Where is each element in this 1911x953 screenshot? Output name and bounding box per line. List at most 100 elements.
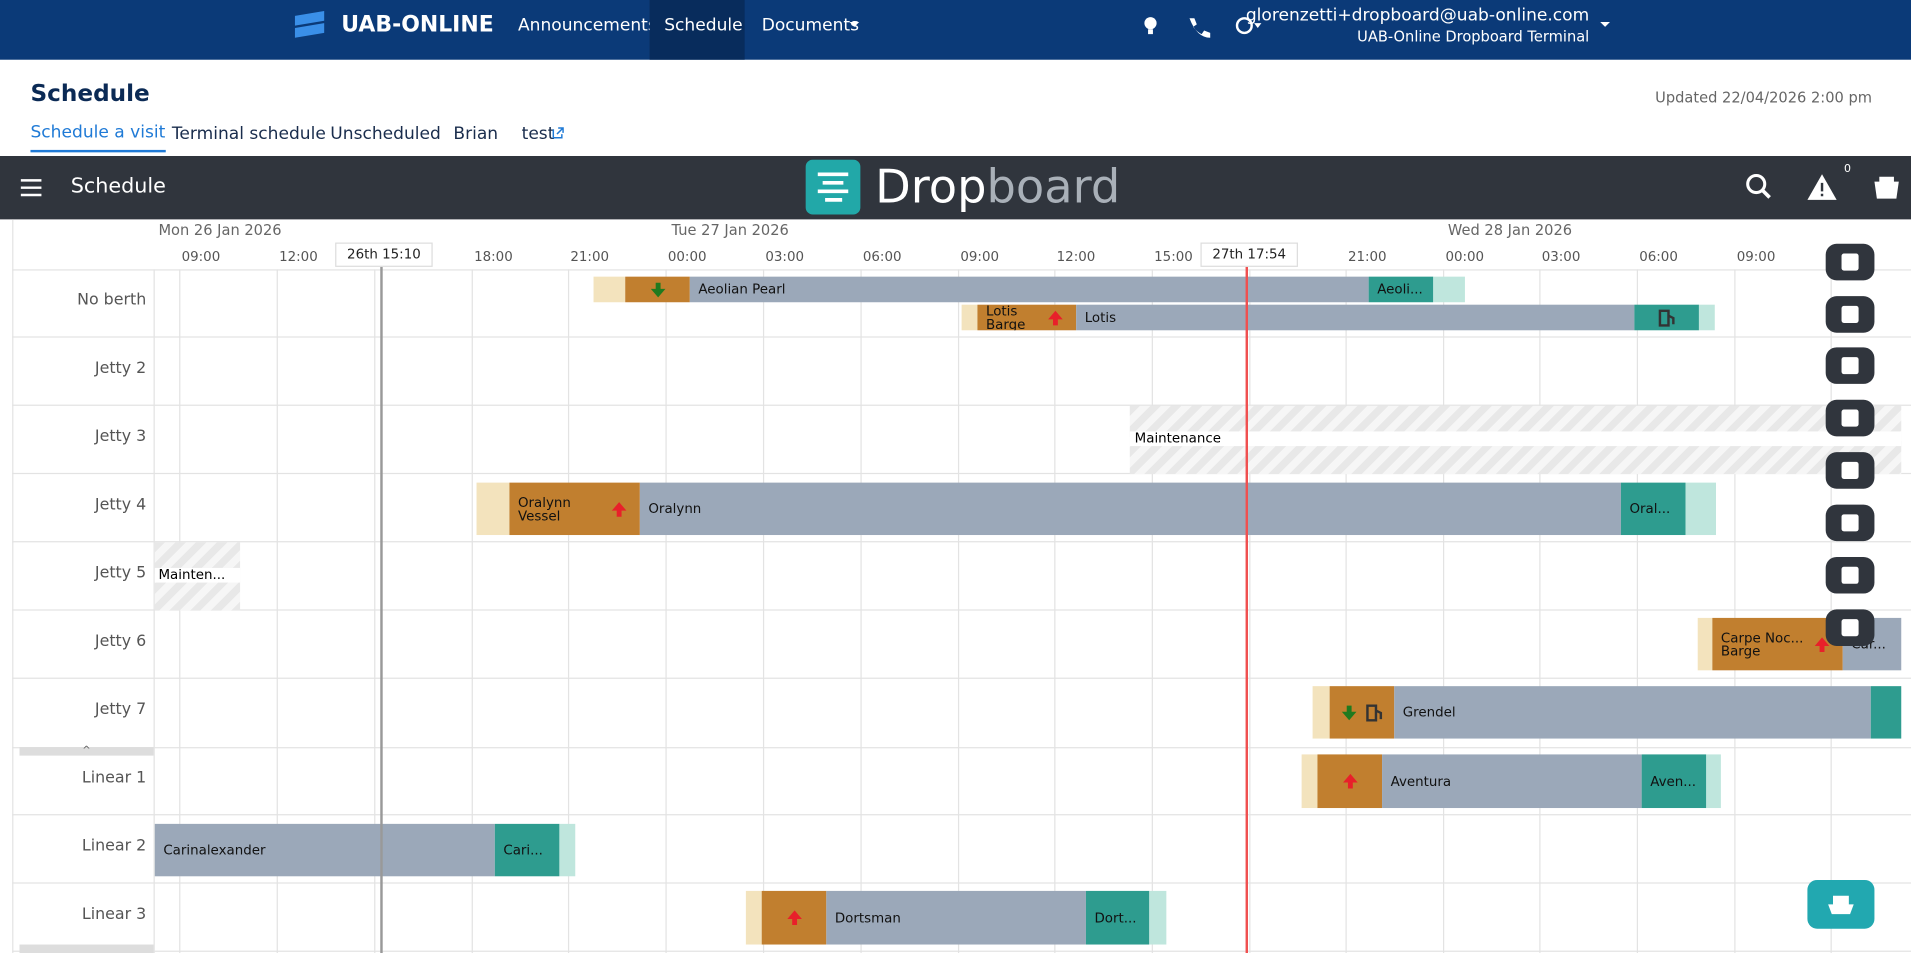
- tool-button[interactable]: [1825, 296, 1875, 333]
- bar-segment[interactable]: [1706, 754, 1721, 809]
- bar-icon: [1317, 754, 1382, 808]
- bar-segment[interactable]: Aven...: [1641, 754, 1707, 809]
- nav-link[interactable]: Documents: [761, 15, 860, 36]
- bar-segment[interactable]: [625, 276, 690, 303]
- bar-icon: [1330, 686, 1395, 738]
- bar-segment[interactable]: Lotis: [1076, 304, 1635, 331]
- bar-segment[interactable]: Aventura: [1382, 754, 1642, 809]
- grid-line: [1249, 269, 1251, 953]
- date-label: Tue 27 Jan 2026: [671, 221, 789, 239]
- bar-segment[interactable]: [1870, 686, 1902, 739]
- bar-segment[interactable]: Carinalexander: [154, 823, 495, 877]
- bar-segment[interactable]: [1301, 754, 1318, 809]
- bar-segment[interactable]: [745, 890, 762, 945]
- tab[interactable]: Terminal schedule: [171, 124, 326, 144]
- user-email[interactable]: glorenzetti+dropboard@uab-online.com: [1245, 6, 1590, 26]
- grid-line: [12, 747, 1911, 749]
- grid-line: [12, 609, 1911, 611]
- bar-segment[interactable]: [593, 276, 626, 303]
- vessel-button[interactable]: [1807, 879, 1875, 929]
- row-label: Jetty 5: [94, 564, 147, 583]
- tool-button[interactable]: [1825, 609, 1875, 646]
- bar-segment[interactable]: Aeoli...: [1368, 276, 1434, 303]
- bar-segment[interactable]: [1433, 276, 1465, 303]
- bar-segment[interactable]: [1317, 754, 1383, 809]
- row-label: Linear 1: [81, 769, 147, 788]
- nav-link[interactable]: Schedule: [664, 15, 743, 36]
- row-label: No berth: [77, 291, 147, 310]
- bar-segment[interactable]: Oral...: [1620, 482, 1686, 536]
- tool-button[interactable]: [1825, 347, 1875, 384]
- app-icons[interactable]: [1743, 172, 1901, 209]
- bar-segment[interactable]: [761, 890, 827, 945]
- grid-line: [1443, 269, 1445, 953]
- bar-segment[interactable]: Dort...: [1085, 890, 1150, 945]
- menu-icon[interactable]: [20, 178, 43, 198]
- active-tab-bg: [649, 0, 745, 60]
- grid-line: [12, 814, 1911, 816]
- bar-segment[interactable]: Lotis Barge: [977, 304, 1077, 331]
- tab[interactable]: Schedule a visit: [30, 123, 166, 153]
- bar-icon: [1814, 618, 1831, 670]
- hour-label: 21:00: [1347, 248, 1387, 265]
- bar-segment[interactable]: [559, 823, 576, 877]
- grid-line: [12, 882, 1911, 884]
- hour-label: 03:00: [1541, 248, 1581, 265]
- bar-segment[interactable]: [1685, 482, 1716, 536]
- bar-segment[interactable]: Cari...: [494, 823, 560, 877]
- nav-icons[interactable]: [1141, 15, 1263, 39]
- hour-label: 09:00: [181, 248, 221, 265]
- bar-segment[interactable]: [1329, 686, 1395, 739]
- external-icon: [552, 127, 564, 139]
- logo-prefix: Drop: [875, 159, 987, 214]
- collapse-bar[interactable]: ^: [19, 745, 154, 756]
- grid-line: [12, 336, 1911, 338]
- grid-line: [374, 269, 376, 953]
- tool-button[interactable]: [1825, 452, 1875, 489]
- bar-segment[interactable]: [1312, 686, 1330, 739]
- tab[interactable]: test: [521, 124, 555, 144]
- grid-line: [1636, 269, 1638, 953]
- grid-line: [12, 677, 1911, 679]
- grid-line: [567, 269, 570, 953]
- logo-suffix: board: [986, 159, 1121, 214]
- tool-button[interactable]: [1825, 399, 1875, 437]
- collapse-bar[interactable]: [19, 944, 154, 953]
- hour-label: 15:00: [1154, 248, 1193, 265]
- bar-segment[interactable]: Oralynn Vessel: [509, 482, 640, 536]
- bar-segment[interactable]: [1698, 304, 1715, 331]
- bar-segment[interactable]: Oralynn: [639, 482, 1621, 536]
- grid-line: [762, 269, 765, 953]
- grid-line: [12, 541, 1911, 543]
- tool-button[interactable]: [1825, 243, 1875, 281]
- tab[interactable]: Brian: [453, 124, 499, 144]
- grid-line: [12, 404, 1911, 406]
- bar-segment[interactable]: [1697, 617, 1713, 671]
- bar-segment[interactable]: [1634, 304, 1699, 331]
- hour-label: 06:00: [1639, 248, 1678, 265]
- tool-button[interactable]: [1825, 556, 1875, 594]
- marker-label: 27th 17:54: [1200, 242, 1298, 267]
- grid-line: [1151, 269, 1153, 953]
- hour-label: 00:00: [667, 248, 707, 265]
- app-title: Schedule: [70, 174, 166, 199]
- bar-segment[interactable]: [476, 482, 510, 536]
- hour-label: 12:00: [1056, 248, 1096, 265]
- grid-line: [471, 269, 473, 953]
- bar-segment[interactable]: Dortsman: [826, 890, 1086, 945]
- now-marker-line: [1245, 264, 1248, 953]
- nav-link[interactable]: Announcements: [517, 15, 657, 36]
- bar-segment[interactable]: [961, 304, 978, 331]
- bar-segment[interactable]: [1149, 890, 1167, 945]
- bar-icon: [1047, 305, 1064, 331]
- bar-segment[interactable]: Carpe Noc... Barge: [1712, 617, 1843, 671]
- hour-label: 09:00: [960, 248, 1000, 265]
- top-nav: UAB-ONLINE Announcements Schedule Docume…: [0, 0, 1911, 60]
- brand-logo: [294, 10, 325, 38]
- row-label: Jetty 7: [94, 700, 147, 720]
- tab[interactable]: Unscheduled: [330, 124, 441, 144]
- tool-button[interactable]: [1825, 504, 1875, 542]
- updated: Updated 22/04/2026 2:00 pm: [1655, 88, 1872, 107]
- bar-segment[interactable]: Grendel: [1394, 686, 1871, 739]
- bar-segment[interactable]: Aeolian Pearl: [689, 276, 1369, 303]
